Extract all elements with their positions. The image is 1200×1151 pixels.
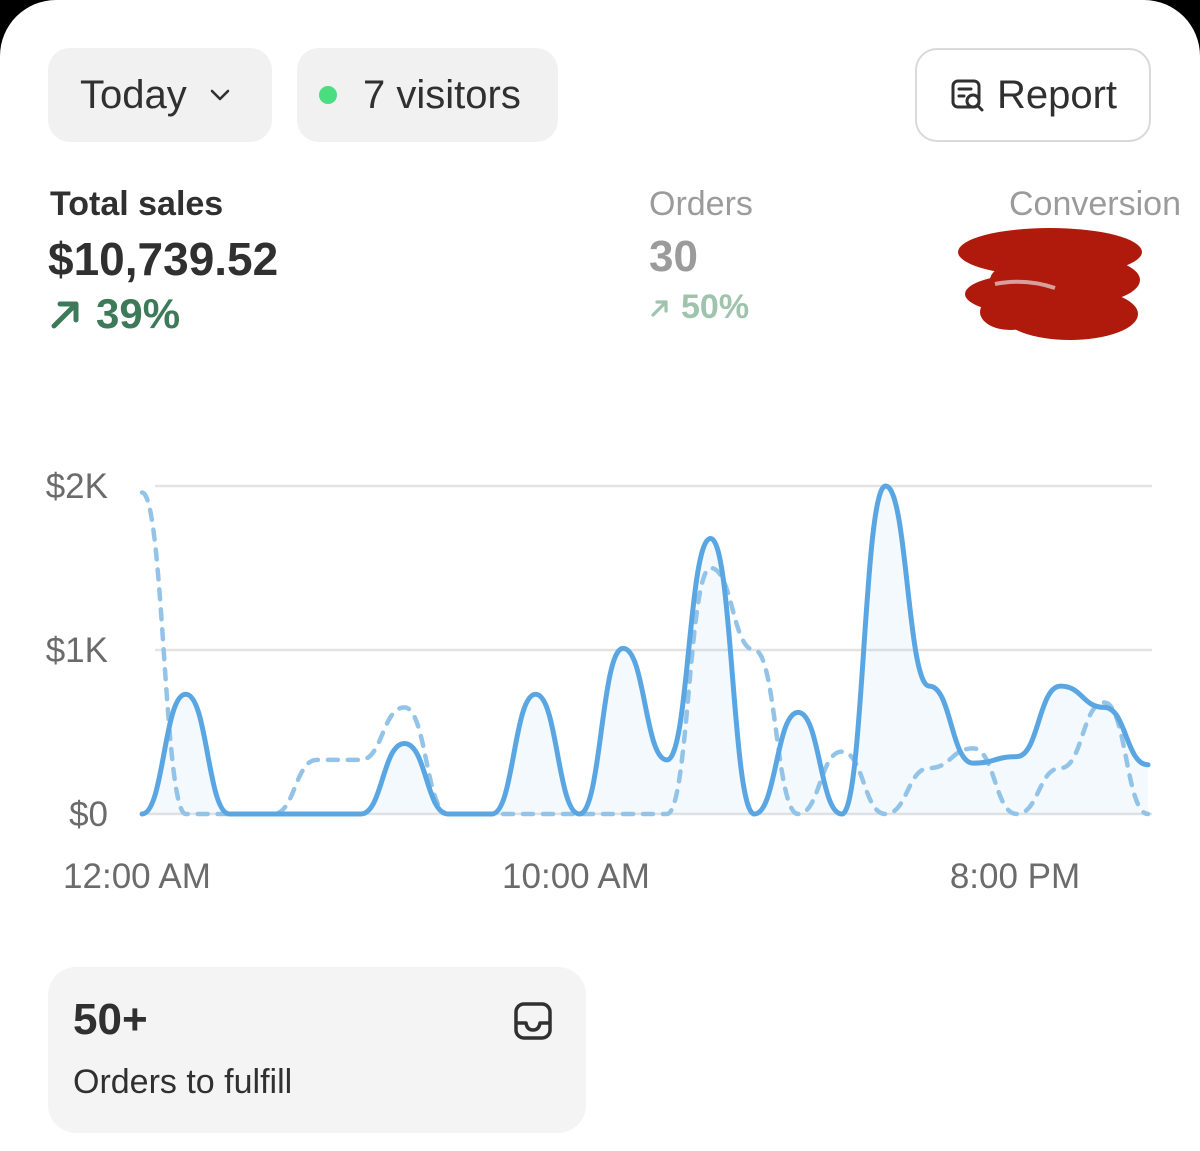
report-button-label: Report [996,72,1118,117]
y-tick-label: $2K [46,467,108,506]
date-range-dropdown[interactable]: Today [48,48,272,142]
date-range-label: Today [80,72,187,117]
arrow-up-right-icon [651,299,668,317]
inbox-icon [514,1002,552,1040]
arrow-up-right-icon [51,301,79,329]
x-tick-label: 12:00 AM [63,857,211,896]
x-tick-label: 10:00 AM [502,857,650,896]
total-sales-change: 39% [48,290,180,338]
visitors-label: 7 visitors [363,72,521,117]
chevron-down-icon [210,89,230,101]
orders-change-value: 50% [681,288,750,326]
orders-change: 50% [649,288,749,327]
fulfill-count: 50+ [73,995,148,1044]
current-series-line [139,483,1151,817]
orders-label[interactable]: Orders [649,185,753,223]
live-indicator-dot [319,86,337,104]
y-tick-label: $1K [46,631,108,670]
series-area-fill [142,486,1148,814]
orders-value: 30 [649,232,698,281]
live-visitors-button[interactable]: 7 visitors [297,48,558,142]
total-sales-label[interactable]: Total sales [50,185,224,223]
conversion-label[interactable]: Conversion [1009,185,1181,223]
redaction-scribble [958,228,1142,340]
sales-chart[interactable]: $2K $1K $0 12:00 AM 10:00 AM 8:00 PM [0,440,1200,910]
total-sales-value: $10,739.52 [48,233,279,285]
report-search-icon [951,79,984,112]
fulfill-label: Orders to fulfill [73,1063,293,1101]
total-sales-change-value: 39% [96,290,181,337]
x-tick-label: 8:00 PM [950,857,1080,896]
orders-to-fulfill-tile[interactable]: 50+ Orders to fulfill [48,967,586,1133]
report-button[interactable]: Report [915,48,1151,142]
y-tick-label: $0 [69,795,108,834]
